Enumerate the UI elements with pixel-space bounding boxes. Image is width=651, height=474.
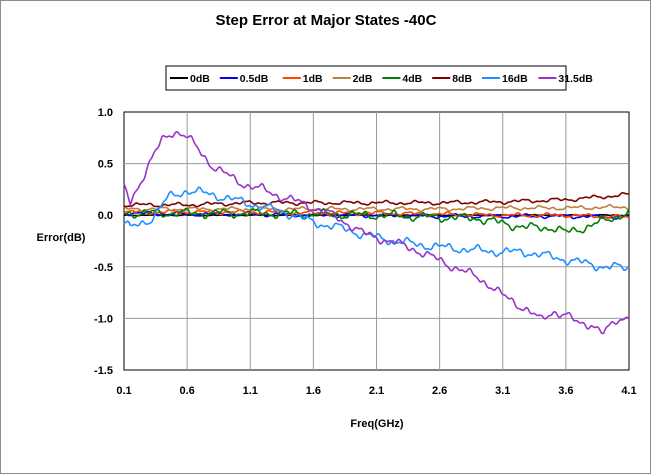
x-tick-label: 0.1: [116, 385, 131, 397]
y-tick-label: 0.5: [98, 159, 113, 171]
legend-label: 0dB: [190, 73, 210, 85]
y-axis-label: Error(dB): [37, 232, 86, 244]
y-tick-label: 0.0: [98, 210, 113, 222]
series-line-31.5dB: [123, 130, 630, 335]
x-tick-label: 1.1: [243, 385, 258, 397]
y-tick-label: -1.0: [94, 313, 113, 325]
y-tick-label: 1.0: [98, 107, 113, 119]
series-line-8dB: [123, 191, 629, 208]
x-tick-labels: 0.1 0.6 1.1 1.6 2.1 2.6 3.1 3.6 4.1: [116, 385, 636, 397]
chart-title: Step Error at Major States -40C: [216, 12, 437, 29]
y-tick-labels: 1.0 0.5 0.0 -0.5 -1.0 -1.5: [94, 107, 113, 377]
x-tick-label: 2.6: [432, 385, 447, 397]
legend: 0dB 0.5dB 1dB 2dB 4dB 8dB 16dB 31.5dB: [170, 73, 593, 85]
legend-label: 4dB: [402, 73, 422, 85]
x-tick-label: 4.1: [621, 385, 636, 397]
x-tick-label: 3.6: [558, 385, 573, 397]
y-tick-label: -0.5: [94, 262, 113, 274]
y-tick-label: -1.5: [94, 365, 113, 377]
legend-label: 2dB: [353, 73, 373, 85]
legend-label: 1dB: [303, 73, 323, 85]
series-line-2dB: [123, 203, 629, 213]
legend-label: 31.5dB: [558, 73, 593, 85]
x-tick-label: 3.1: [495, 385, 510, 397]
legend-label: 8dB: [452, 73, 472, 85]
x-tick-label: 0.6: [179, 385, 194, 397]
legend-label: 16dB: [502, 73, 528, 85]
legend-label: 0.5dB: [240, 73, 269, 85]
x-axis-label: Freq(GHz): [350, 418, 404, 430]
series-line-1dB: [123, 208, 630, 220]
series-line-16dB: [123, 186, 630, 272]
x-tick-label: 2.1: [369, 385, 384, 397]
x-tick-label: 1.6: [306, 385, 321, 397]
series-group: [123, 130, 630, 335]
series-line-4dB: [123, 207, 630, 234]
